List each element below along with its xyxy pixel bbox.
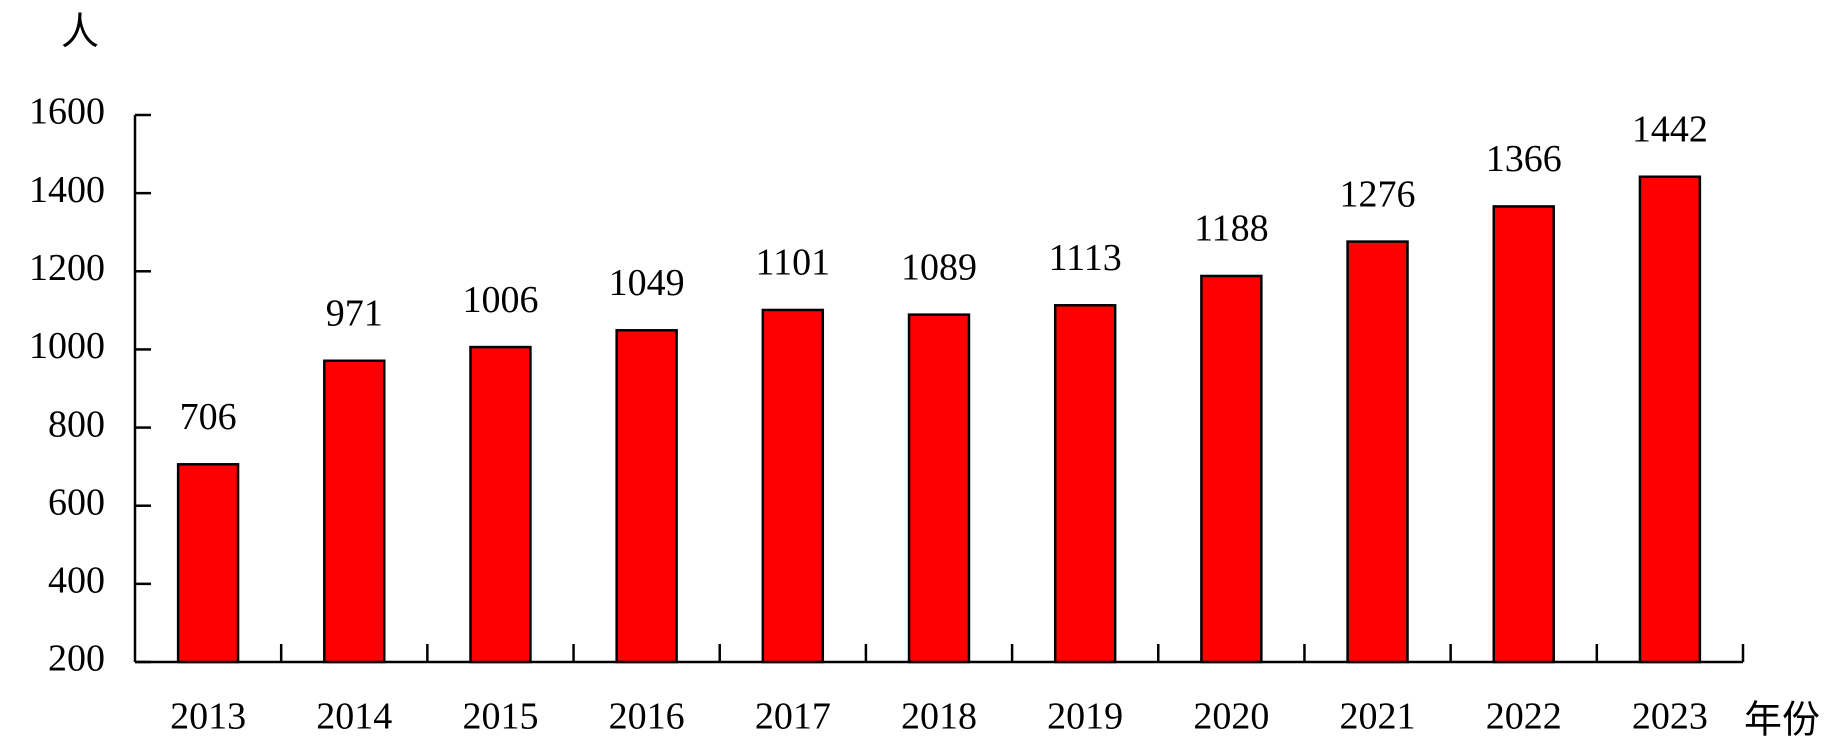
data-label: 1089 xyxy=(901,246,977,288)
y-tick-label: 1000 xyxy=(29,325,105,367)
data-label: 1113 xyxy=(1049,237,1122,279)
bar xyxy=(1638,175,1702,664)
y-tick-label: 1600 xyxy=(29,91,105,133)
bar xyxy=(1053,304,1117,664)
x-tick-label: 2021 xyxy=(1340,696,1416,738)
x-tick-label: 2018 xyxy=(901,696,977,738)
data-label: 1188 xyxy=(1194,208,1269,250)
y-axis-label: 人 xyxy=(61,12,99,54)
bar xyxy=(1346,240,1409,664)
data-label: 1366 xyxy=(1486,138,1562,180)
bar xyxy=(1200,274,1263,664)
data-label: 971 xyxy=(326,292,383,334)
y-tick-label: 200 xyxy=(48,638,105,680)
y-tick-label: 1200 xyxy=(29,247,105,289)
data-label: 1006 xyxy=(462,279,538,321)
bar xyxy=(1492,205,1555,664)
data-label: 1101 xyxy=(756,242,831,284)
data-label: 1276 xyxy=(1340,173,1416,215)
bar xyxy=(907,313,971,664)
bar xyxy=(469,345,532,664)
x-tick-label: 2014 xyxy=(316,696,392,738)
bar xyxy=(615,329,678,664)
y-tick-label: 1400 xyxy=(29,169,105,211)
x-tick-label: 2019 xyxy=(1047,696,1123,738)
y-tick-label: 800 xyxy=(48,403,105,445)
x-tick-label: 2013 xyxy=(170,696,246,738)
x-tick-label: 2015 xyxy=(462,696,538,738)
data-label: 1442 xyxy=(1632,108,1708,150)
bar xyxy=(323,359,386,664)
bar xyxy=(761,308,825,664)
bar xyxy=(176,463,240,664)
x-tick-label: 2017 xyxy=(755,696,831,738)
x-tick-label: 2020 xyxy=(1193,696,1269,738)
x-axis-label: 年份 xyxy=(1744,700,1820,742)
x-tick-label: 2023 xyxy=(1632,696,1708,738)
x-tick-label: 2022 xyxy=(1486,696,1562,738)
y-tick-label: 600 xyxy=(48,481,105,523)
y-tick-label: 400 xyxy=(48,560,105,602)
x-tick-label: 2016 xyxy=(609,696,685,738)
data-label: 706 xyxy=(180,396,237,438)
data-label: 1049 xyxy=(609,262,685,304)
